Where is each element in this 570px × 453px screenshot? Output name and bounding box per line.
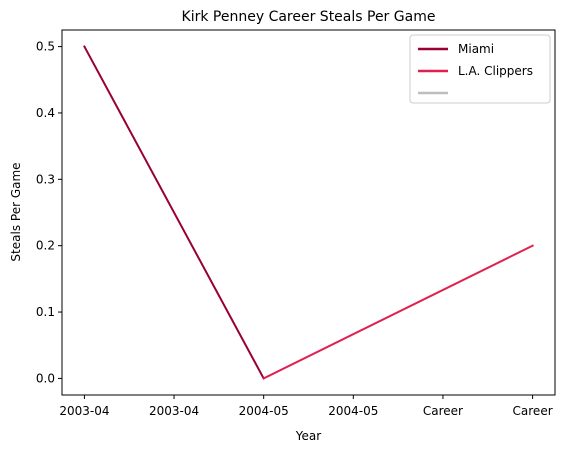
y-tick-label: 0.5 [36, 40, 55, 54]
x-tick-label: 2003-04 [59, 404, 109, 418]
x-axis-label: Year [295, 429, 321, 443]
series-line-0 [83, 45, 266, 380]
series-line-1 [262, 244, 534, 380]
x-tick-label: Career [423, 404, 463, 418]
x-tick-label: Career [513, 404, 553, 418]
chart-title: Kirk Penney Career Steals Per Game [182, 9, 436, 25]
plot-area-frame [61, 29, 556, 396]
y-axis-label: Steals Per Game [9, 162, 23, 261]
legend-label-0: Miami [458, 42, 494, 56]
legend-label-1: L.A. Clippers [458, 64, 533, 78]
y-tick-label: 0.4 [36, 106, 55, 120]
y-tick-label: 0.0 [36, 371, 55, 385]
plot-series [83, 45, 534, 380]
x-axis: 2003-04 2003-04 2004-05 2004-05 Career Career [59, 395, 553, 418]
x-tick-label: 2003-04 [149, 404, 199, 418]
y-tick-label: 0.1 [36, 305, 55, 319]
legend: Miami L.A. Clippers [409, 34, 551, 104]
y-tick-label: 0.3 [36, 172, 55, 186]
legend-frame [409, 34, 551, 104]
x-tick-label: 2004-05 [239, 404, 289, 418]
y-tick-label: 0.2 [36, 239, 55, 253]
x-tick-label: 2004-05 [328, 404, 378, 418]
y-axis: 0.0 0.1 0.2 0.3 0.4 0.5 [36, 40, 62, 385]
